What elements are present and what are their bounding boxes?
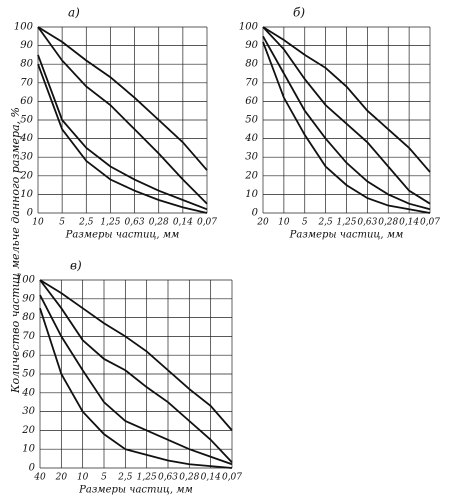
x-tick-label: 10 <box>32 218 44 228</box>
x-tick-label: 1,25 <box>336 218 356 228</box>
y-tick-label: 60 <box>245 96 258 107</box>
panel-label: в) <box>70 259 82 273</box>
x-tick-label: 0,07 <box>420 218 440 228</box>
y-axis-label: Количество частиц мельче данного размера… <box>9 107 22 394</box>
grading-curve <box>39 279 233 431</box>
y-tick-label: 30 <box>20 152 33 163</box>
x-tick-label: 0,63 <box>125 218 145 228</box>
x-tick-label: 0,14 <box>399 218 419 228</box>
x-tick-label: 2,5 <box>78 218 94 228</box>
y-tick-label: 70 <box>22 331 35 342</box>
y-tick-label: 90 <box>20 40 33 51</box>
grading-curve <box>39 307 233 469</box>
x-axis-label: Размеры частиц, мм <box>65 230 180 241</box>
grading-curve <box>262 35 431 211</box>
y-tick-label: 10 <box>20 189 33 200</box>
y-tick-label: 20 <box>21 425 35 436</box>
y-tick-label: 40 <box>244 133 258 144</box>
y-tick-label: 70 <box>245 77 258 88</box>
x-tick-label: 10 <box>77 473 89 483</box>
y-tick-label: 80 <box>20 59 33 70</box>
grading-curve <box>37 26 208 171</box>
x-tick-label: 5 <box>302 218 308 228</box>
y-tick-label: 50 <box>20 115 33 126</box>
x-tick-label: 2,5 <box>117 473 133 483</box>
y-tick-label: 50 <box>22 369 35 380</box>
y-tick-label: 30 <box>245 152 258 163</box>
y-tick-label: 50 <box>245 115 258 126</box>
y-tick-label: 20 <box>19 170 33 181</box>
y-tick-label: 40 <box>19 133 33 144</box>
x-tick-label: 5 <box>101 473 107 483</box>
x-tick-label: 5 <box>59 218 65 228</box>
y-tick-label: 100 <box>14 22 34 33</box>
x-tick-label: 2,5 <box>317 218 333 228</box>
y-tick-label: 0 <box>29 463 36 474</box>
x-tick-label: 0,14 <box>173 218 193 228</box>
grading-curve <box>37 63 208 214</box>
y-tick-label: 0 <box>252 208 259 219</box>
x-tick-label: 0,63 <box>357 218 377 228</box>
x-tick-label: 0,28 <box>179 473 199 483</box>
x-tick-label: 0,07 <box>222 473 242 483</box>
grading-curve <box>262 26 431 173</box>
x-tick-label: 0,07 <box>197 218 217 228</box>
grading-curve <box>37 26 208 205</box>
grading-curve <box>262 41 431 214</box>
grading-curve <box>37 54 208 211</box>
y-tick-label: 20 <box>244 170 258 181</box>
y-tick-label: 100 <box>16 275 36 286</box>
panel-label: б) <box>293 6 305 20</box>
panel-label: а) <box>68 6 80 20</box>
y-tick-label: 70 <box>20 77 33 88</box>
x-tick-label: 1,25 <box>137 473 157 483</box>
x-tick-label: 0,28 <box>149 218 169 228</box>
y-tick-label: 0 <box>27 208 34 219</box>
y-tick-label: 90 <box>245 40 258 51</box>
grading-curve <box>262 26 431 205</box>
x-tick-label: 10 <box>278 218 290 228</box>
x-tick-label: 0,28 <box>378 218 398 228</box>
x-tick-label: 1,25 <box>100 218 120 228</box>
y-tick-label: 90 <box>22 293 35 304</box>
x-axis-label: Размеры частиц, мм <box>289 230 404 241</box>
x-tick-label: 40 <box>33 473 46 483</box>
y-tick-label: 30 <box>22 406 35 417</box>
x-tick-label: 20 <box>55 473 68 483</box>
y-tick-label: 60 <box>22 350 35 361</box>
grading-curve <box>39 294 233 466</box>
y-tick-label: 10 <box>22 444 35 455</box>
y-tick-label: 10 <box>245 189 258 200</box>
x-tick-label: 20 <box>256 218 269 228</box>
y-tick-label: 40 <box>21 387 35 398</box>
x-axis-label: Размеры частиц, мм <box>78 485 193 496</box>
y-tick-label: 60 <box>20 96 33 107</box>
x-tick-label: 0,14 <box>201 473 221 483</box>
y-tick-label: 80 <box>245 59 258 70</box>
grading-curve <box>39 279 233 463</box>
y-tick-label: 100 <box>239 22 259 33</box>
x-tick-label: 0,63 <box>158 473 178 483</box>
y-tick-label: 80 <box>22 312 35 323</box>
